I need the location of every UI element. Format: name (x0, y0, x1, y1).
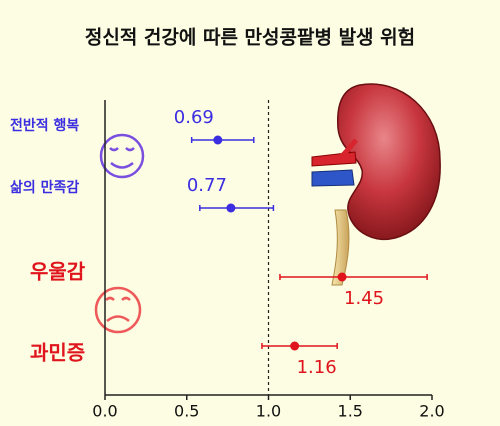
category-label: 전반적 행복 (10, 117, 79, 134)
value-label: 0.77 (187, 175, 227, 196)
kidney-illustration (311, 83, 441, 286)
sad-face (94, 286, 142, 334)
value-label: 1.16 (297, 357, 337, 378)
category-label: 삶의 만족감 (10, 179, 79, 196)
point (290, 341, 300, 351)
x-tick-label: 1.0 (256, 402, 281, 421)
category-label: 우울감 (30, 260, 86, 284)
category-label: 과민증 (30, 341, 85, 365)
x-tick-label: 0.0 (92, 402, 117, 421)
chart-title: 정신적 건강에 따른 만성콩팥병 발생 위험 (85, 27, 415, 49)
happy-face (99, 133, 145, 179)
x-tick-label: 0.5 (174, 402, 199, 421)
point (337, 272, 347, 282)
point (213, 135, 223, 145)
x-tick-label: 1.5 (338, 402, 363, 421)
x-tick-label: 2.0 (419, 402, 444, 421)
value-label: 1.45 (344, 288, 384, 309)
point (226, 203, 236, 213)
value-label: 0.69 (174, 107, 214, 128)
